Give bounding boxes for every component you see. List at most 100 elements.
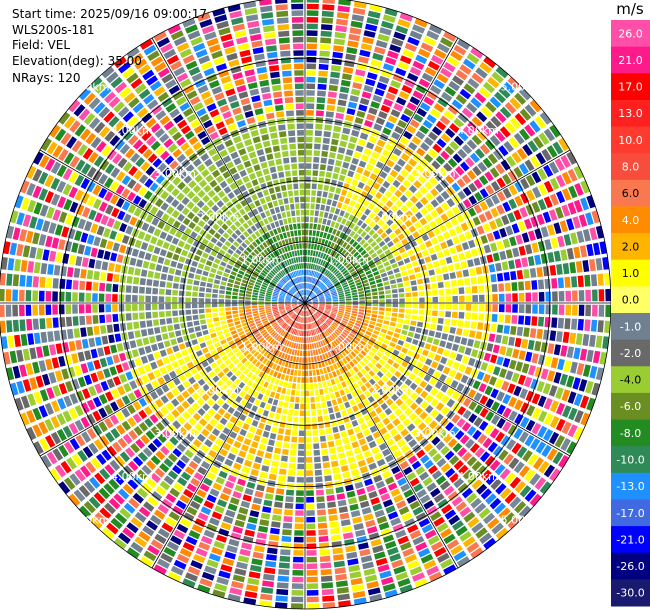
velocity-bin	[251, 328, 258, 333]
velocity-bin	[474, 148, 485, 159]
velocity-bin	[5, 289, 12, 302]
velocity-bin	[194, 326, 201, 332]
velocity-bin	[476, 130, 487, 141]
velocity-bin	[467, 474, 478, 485]
velocity-bin	[118, 532, 131, 545]
velocity-bin	[16, 349, 24, 363]
velocity-bin	[433, 370, 441, 379]
velocity-bin	[332, 236, 338, 243]
velocity-bin	[330, 392, 336, 400]
velocity-bin	[347, 279, 354, 284]
velocity-bin	[307, 263, 309, 269]
velocity-bin	[305, 298, 311, 303]
velocity-bin	[376, 397, 384, 405]
velocity-bin	[227, 474, 237, 483]
velocity-bin	[385, 371, 393, 379]
velocity-bin	[50, 416, 61, 429]
velocity-bin	[126, 522, 139, 534]
velocity-bin	[393, 164, 402, 173]
velocity-bin	[380, 232, 388, 239]
velocity-bin	[138, 397, 148, 408]
velocity-bin	[229, 587, 243, 596]
velocity-bin	[303, 330, 305, 337]
velocity-bin	[325, 307, 331, 310]
velocity-bin	[430, 409, 439, 418]
velocity-bin	[560, 438, 571, 452]
velocity-bin	[322, 314, 328, 319]
velocity-bin	[274, 313, 280, 317]
velocity-bin	[207, 357, 215, 364]
velocity-bin	[348, 320, 355, 325]
velocity-bin	[470, 321, 477, 329]
velocity-bin	[538, 410, 548, 423]
velocity-bin	[394, 228, 402, 236]
velocity-bin	[393, 103, 404, 112]
velocity-bin	[313, 342, 317, 349]
velocity-bin	[446, 398, 455, 408]
velocity-bin	[362, 242, 369, 249]
velocity-bin	[265, 294, 272, 298]
velocity-bin	[321, 315, 327, 320]
velocity-bin	[502, 357, 511, 368]
velocity-bin	[367, 203, 375, 211]
velocity-bin	[328, 386, 334, 393]
velocity-bin	[572, 377, 581, 390]
velocity-bin	[580, 197, 590, 211]
velocity-bin	[441, 190, 450, 200]
velocity-bin	[220, 339, 227, 345]
velocity-bin	[462, 58, 476, 70]
velocity-bin	[232, 288, 239, 292]
velocity-bin	[328, 192, 334, 199]
velocity-bin	[288, 319, 293, 325]
velocity-bin	[262, 580, 274, 588]
velocity-bin	[356, 284, 363, 289]
velocity-bin	[299, 357, 302, 363]
velocity-bin	[199, 342, 207, 349]
velocity-bin	[381, 343, 388, 350]
velocity-bin	[345, 298, 352, 301]
velocity-bin	[312, 270, 316, 277]
velocity-bin	[268, 317, 275, 321]
velocity-bin	[69, 438, 80, 451]
velocity-bin	[548, 161, 560, 175]
velocity-bin	[352, 516, 363, 524]
velocity-bin	[232, 292, 238, 296]
velocity-bin	[471, 248, 479, 257]
velocity-bin	[157, 528, 170, 539]
velocity-bin	[335, 25, 347, 33]
velocity-bin	[32, 290, 38, 302]
velocity-bin	[331, 138, 339, 146]
velocity-bin	[428, 24, 443, 35]
velocity-bin	[157, 256, 165, 264]
velocity-bin	[406, 234, 415, 242]
velocity-bin	[204, 334, 211, 341]
velocity-bin	[210, 332, 217, 339]
velocity-bin	[450, 217, 459, 226]
velocity-bin	[323, 311, 330, 315]
velocity-bin	[266, 486, 275, 494]
velocity-bin	[477, 433, 488, 445]
velocity-bin	[312, 230, 316, 236]
velocity-bin	[590, 319, 598, 332]
velocity-bin	[412, 506, 424, 516]
velocity-bin	[218, 303, 224, 307]
velocity-bin	[306, 563, 318, 570]
velocity-bin	[266, 292, 272, 296]
velocity-bin	[534, 341, 542, 352]
velocity-bin	[260, 512, 271, 520]
velocity-bin	[437, 43, 450, 54]
velocity-bin	[315, 476, 323, 483]
velocity-bin	[431, 160, 441, 170]
velocity-bin	[157, 504, 169, 515]
velocity-bin	[319, 354, 324, 361]
velocity-bin	[465, 312, 471, 320]
velocity-bin	[375, 191, 383, 200]
velocity-bin	[329, 365, 335, 372]
velocity-bin	[202, 329, 209, 336]
velocity-bin	[98, 407, 108, 419]
velocity-bin	[222, 486, 232, 496]
velocity-bin	[341, 525, 352, 533]
velocity-bin	[377, 336, 384, 342]
velocity-bin	[489, 497, 502, 510]
velocity-bin	[132, 304, 138, 311]
